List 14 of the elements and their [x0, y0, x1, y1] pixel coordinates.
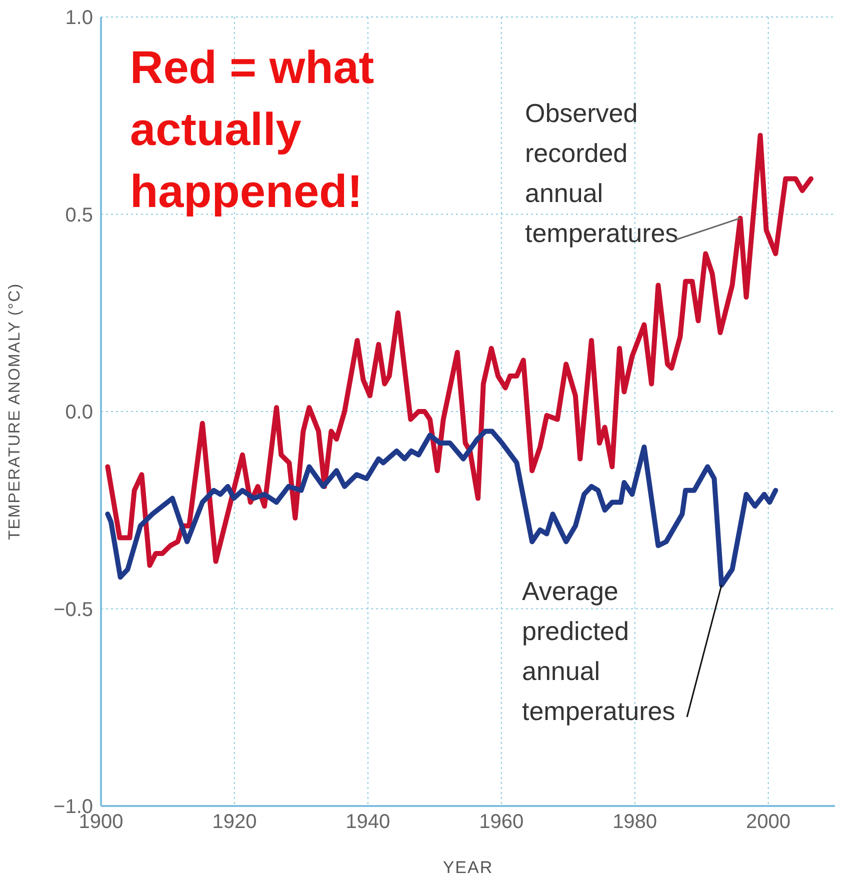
x-tick-label: 2000: [746, 811, 791, 834]
x-tick-label: 1960: [479, 811, 524, 834]
x-axis-title: YEAR: [442, 858, 494, 877]
x-tick-label: 1920: [212, 811, 257, 834]
y-tick-label: 1.0: [65, 7, 93, 30]
series-label: Observed recorded annual temperatures: [525, 98, 678, 248]
x-tick-label: 1940: [346, 811, 390, 834]
y-axis-title: TEMPERATURE ANOMALY (°C): [6, 282, 24, 540]
y-tick-label: −0.5: [54, 598, 93, 621]
y-tick-label: 0.5: [65, 204, 93, 226]
y-tick-label: 0.0: [65, 402, 93, 424]
series-label: Average predicted annual temperatures: [522, 576, 676, 726]
x-tick-label: 1980: [612, 811, 658, 834]
annotation: Red = what actually happened!: [130, 40, 376, 219]
